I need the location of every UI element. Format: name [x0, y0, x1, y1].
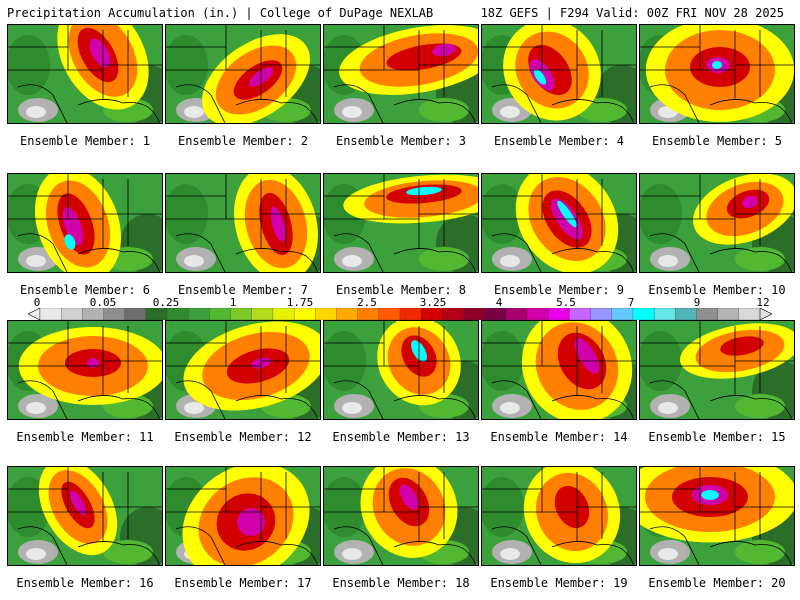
colorbar-swatch: [738, 308, 761, 320]
ensemble-member-label: Ensemble Member: 1: [19, 134, 151, 148]
ensemble-member-label: Ensemble Member: 15: [648, 430, 786, 444]
precipitation-colorbar: [28, 308, 772, 320]
colorbar-swatch: [590, 308, 613, 320]
ensemble-member-label: Ensemble Member: 7: [177, 283, 309, 297]
colorbar-swatch: [399, 308, 422, 320]
colorbar-swatch: [505, 308, 528, 320]
ensemble-member-label: Ensemble Member: 3: [335, 134, 467, 148]
ensemble-member-label: Ensemble Member: 19: [490, 576, 628, 590]
colorbar-swatch: [251, 308, 274, 320]
ensemble-member-label: Ensemble Member: 12: [174, 430, 312, 444]
colorbar-swatch: [653, 308, 676, 320]
colorbar-tick-label: 1.75: [286, 296, 314, 309]
ensemble-member-map: [639, 320, 795, 420]
colorbar-swatch: [463, 308, 486, 320]
ensemble-member-label: Ensemble Member: 20: [648, 576, 786, 590]
colorbar-swatch: [484, 308, 507, 320]
colorbar-swatch: [336, 308, 359, 320]
colorbar-tick-label: 3.25: [419, 296, 447, 309]
ensemble-member-map: [639, 24, 795, 124]
ensemble-member-map: [7, 466, 163, 566]
colorbar-swatch: [272, 308, 295, 320]
ensemble-member-label: Ensemble Member: 11: [16, 430, 154, 444]
ensemble-member-map: [165, 320, 321, 420]
ensemble-member-map: [481, 24, 637, 124]
colorbar-swatch: [378, 308, 401, 320]
colorbar-swatch: [188, 308, 210, 320]
colorbar-swatch: [696, 308, 719, 320]
ensemble-member-map: [323, 320, 479, 420]
ensemble-member-label: Ensemble Member: 6: [19, 283, 151, 297]
ensemble-member-map: [323, 24, 479, 124]
ensemble-member-map: [323, 173, 479, 273]
colorbar-tick-label: 0.25: [152, 296, 180, 309]
ensemble-member-label: Ensemble Member: 10: [648, 283, 786, 297]
colorbar-max-arrow: [759, 308, 772, 320]
ensemble-member-map: [7, 173, 163, 273]
ensemble-member-map: [165, 173, 321, 273]
colorbar-tick-label: 9: [693, 296, 701, 309]
model-valid-time: 18Z GEFS | F294 Valid: 00Z FRI NOV 28 20…: [480, 6, 784, 20]
colorbar-swatch: [103, 308, 126, 320]
ensemble-member-map: [481, 173, 637, 273]
colorbar-swatch: [611, 308, 634, 320]
colorbar-tick-label: 0.05: [89, 296, 117, 309]
colorbar-tick-label: 7: [627, 296, 635, 309]
ensemble-member-map: [165, 24, 321, 124]
ensemble-member-label: Ensemble Member: 8: [335, 283, 467, 297]
ensemble-member-label: Ensemble Member: 18: [332, 576, 470, 590]
colorbar-swatch: [717, 308, 740, 320]
colorbar-swatch: [209, 308, 232, 320]
ensemble-member-map: [481, 320, 637, 420]
ensemble-member-label: Ensemble Member: 14: [490, 430, 628, 444]
ensemble-member-map: [7, 24, 163, 124]
ensemble-member-map: [165, 466, 321, 566]
colorbar-swatch: [357, 308, 380, 320]
colorbar-swatch: [632, 308, 655, 320]
ensemble-member-label: Ensemble Member: 9: [493, 283, 625, 297]
ensemble-member-label: Ensemble Member: 16: [16, 576, 154, 590]
colorbar-swatch: [230, 308, 253, 320]
colorbar-tick-label: 2.5: [357, 296, 377, 309]
colorbar-min-arrow: [28, 308, 41, 320]
colorbar-tick-label: 0: [33, 296, 41, 309]
colorbar-swatch: [293, 308, 316, 320]
colorbar-swatch: [442, 308, 465, 320]
ensemble-member-map: [639, 173, 795, 273]
colorbar-tick-label: 1: [229, 296, 237, 309]
ensemble-member-map: [323, 466, 479, 566]
ensemble-member-map: [639, 466, 795, 566]
chart-title: Precipitation Accumulation (in.) | Colle…: [7, 6, 434, 20]
ensemble-member-label: Ensemble Member: 5: [651, 134, 783, 148]
ensemble-member-map: [481, 466, 637, 566]
colorbar-tick-label: 5.5: [556, 296, 576, 309]
colorbar-tick-label: 12: [756, 296, 770, 309]
ensemble-member-map: [7, 320, 163, 420]
colorbar-swatch: [526, 308, 549, 320]
ensemble-member-label: Ensemble Member: 2: [177, 134, 309, 148]
colorbar-swatch: [145, 308, 168, 320]
ensemble-member-label: Ensemble Member: 4: [493, 134, 625, 148]
colorbar-swatch: [315, 308, 338, 320]
colorbar-swatch: [61, 308, 83, 320]
colorbar-swatch: [124, 308, 147, 320]
ensemble-member-label: Ensemble Member: 17: [174, 576, 312, 590]
colorbar-swatch: [166, 308, 189, 320]
colorbar-tick-label: 4: [495, 296, 503, 309]
colorbar-swatch: [569, 308, 592, 320]
colorbar-swatch: [82, 308, 105, 320]
ensemble-member-label: Ensemble Member: 13: [332, 430, 470, 444]
colorbar-swatch: [421, 308, 443, 320]
colorbar-swatch: [675, 308, 698, 320]
colorbar-swatch: [548, 308, 570, 320]
colorbar-swatch: [39, 308, 62, 320]
